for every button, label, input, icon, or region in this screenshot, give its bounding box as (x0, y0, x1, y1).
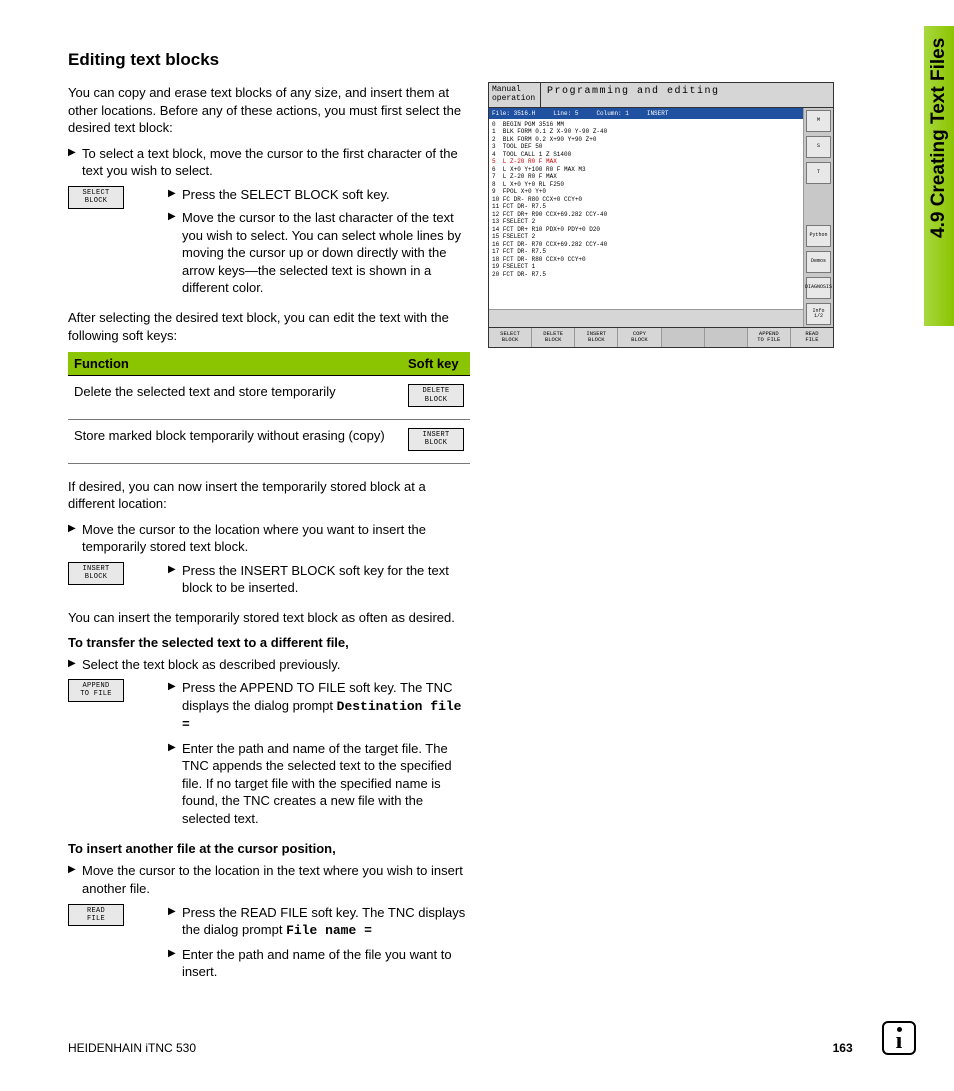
bullet-arrow-icon: ▶ (168, 562, 182, 597)
table-row: Delete the selected text and store tempo… (68, 376, 470, 420)
editor-screenshot: Manualoperation Programming and editing … (488, 82, 834, 348)
bullet-text: Select the text block as described previ… (82, 656, 470, 674)
step-text: Press the SELECT BLOCK soft key. (182, 186, 470, 204)
content-column: Editing text blocks You can copy and era… (68, 50, 470, 993)
bullet-arrow-icon: ▶ (168, 904, 182, 940)
shot-side-button[interactable]: DIAGNOSIS (806, 277, 831, 299)
sub-heading: To transfer the selected text to a diffe… (68, 635, 470, 650)
shot-softkey[interactable]: INSERTBLOCK (575, 328, 618, 347)
step-text: Press the APPEND TO FILE soft key. The T… (182, 679, 470, 734)
paragraph: After selecting the desired text block, … (68, 309, 470, 344)
intro-text: You can copy and erase text blocks of an… (68, 84, 470, 137)
shot-status-bar: File: 3516.H Line: 5 Column: 1 INSERT (489, 108, 803, 119)
function-table: Function Soft key Delete the selected te… (68, 352, 470, 464)
prompt-text: File name = (286, 923, 372, 938)
read-file-softkey[interactable]: READFILE (68, 904, 124, 927)
delete-block-softkey[interactable]: DELETEBLOCK (408, 384, 464, 407)
shot-title: Programming and editing (541, 83, 833, 107)
step-text: Enter the path and name of the target fi… (182, 740, 470, 828)
shot-softkey[interactable]: SELECTBLOCK (489, 328, 532, 347)
info-icon: ı (882, 1021, 916, 1055)
shot-side-button[interactable]: M (806, 110, 831, 132)
shot-bottom-bar (489, 309, 803, 327)
shot-mode: Manualoperation (489, 83, 541, 107)
bullet-select: ▶ To select a text block, move the curso… (68, 145, 470, 180)
shot-side-button[interactable]: S (806, 136, 831, 158)
bullet-arrow-icon: ▶ (168, 946, 182, 981)
bullet-arrow-icon: ▶ (68, 521, 82, 556)
footer-product: HEIDENHAIN iTNC 530 (68, 1041, 196, 1055)
step-text: Enter the path and name of the file you … (182, 946, 470, 981)
shot-softkey[interactable]: READFILE (791, 328, 833, 347)
bullet-arrow-icon: ▶ (168, 186, 182, 204)
shot-softkey (662, 328, 705, 347)
insert-block-softkey[interactable]: INSERTBLOCK (68, 562, 124, 585)
bullet-arrow-icon: ▶ (68, 656, 82, 674)
step-text: Press the READ FILE soft key. The TNC di… (182, 904, 470, 940)
table-cell: Delete the selected text and store tempo… (68, 376, 402, 420)
shot-softkey-row: SELECTBLOCKDELETEBLOCKINSERTBLOCKCOPYBLO… (489, 327, 833, 347)
table-cell: Store marked block temporarily without e… (68, 419, 402, 463)
bullet-arrow-icon: ▶ (168, 209, 182, 297)
bullet-text: To select a text block, move the cursor … (82, 145, 470, 180)
shot-side-button[interactable]: Info 1/2 (806, 303, 831, 325)
bullet-text: Move the cursor to the location in the t… (82, 862, 470, 897)
bullet-arrow-icon: ▶ (168, 740, 182, 828)
bullet-arrow-icon: ▶ (68, 862, 82, 897)
shot-side-button[interactable]: T (806, 162, 831, 184)
step-text: Move the cursor to the last character of… (182, 209, 470, 297)
page-footer: HEIDENHAIN iTNC 530 163 ı (68, 1021, 916, 1055)
page-heading: Editing text blocks (68, 50, 470, 70)
table-row: Store marked block temporarily without e… (68, 419, 470, 463)
section-tab: 4.9 Creating Text Files (924, 26, 954, 326)
shot-softkey[interactable]: COPYBLOCK (618, 328, 661, 347)
sub-heading: To insert another file at the cursor pos… (68, 841, 470, 856)
shot-softkey (705, 328, 748, 347)
select-block-softkey[interactable]: SELECTBLOCK (68, 186, 124, 209)
shot-softkey[interactable]: DELETEBLOCK (532, 328, 575, 347)
paragraph: You can insert the temporarily stored te… (68, 609, 470, 627)
shot-side-panel: MST Python Demos DIAGNOSIS Info 1/2 (803, 108, 833, 327)
insert-block-softkey[interactable]: INSERTBLOCK (408, 428, 464, 451)
shot-softkey[interactable]: APPENDTO FILE (748, 328, 791, 347)
shot-side-button[interactable]: Python (806, 225, 831, 247)
table-header-function: Function (68, 352, 402, 376)
step-text: Press the INSERT BLOCK soft key for the … (182, 562, 470, 597)
shot-side-button[interactable]: Demos (806, 251, 831, 273)
paragraph: If desired, you can now insert the tempo… (68, 478, 470, 513)
bullet-arrow-icon: ▶ (68, 145, 82, 180)
bullet-text: Move the cursor to the location where yo… (82, 521, 470, 556)
bullet-arrow-icon: ▶ (168, 679, 182, 734)
page-number: 163 (833, 1041, 853, 1055)
table-header-softkey: Soft key (402, 352, 470, 376)
append-to-file-softkey[interactable]: APPENDTO FILE (68, 679, 124, 702)
shot-code-area: 0 BEGIN PGM 3516 MM 1 BLK FORM 0.1 Z X-9… (489, 119, 803, 309)
